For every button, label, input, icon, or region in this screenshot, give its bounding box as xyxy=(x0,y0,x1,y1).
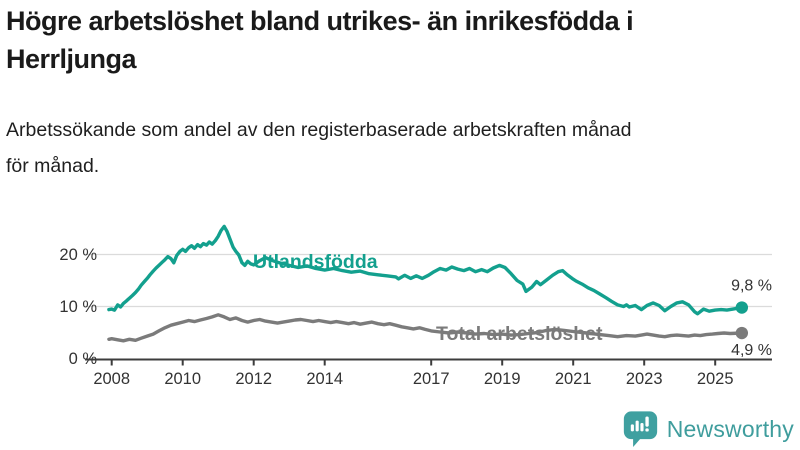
x-tick-label: 2023 xyxy=(626,370,663,388)
series-utlandsf-dda: Utlandsfödda 9,8 % xyxy=(107,224,772,316)
x-tick-label: 2012 xyxy=(235,370,272,388)
series-line-total-arbetsl-shet xyxy=(107,313,744,343)
end-value-label-utlandsf-dda: 9,8 % xyxy=(731,278,772,295)
x-axis: 2008 2010 2012 2014 2017 2019 2021 2023 2025 xyxy=(85,358,772,388)
x-tick-label: 2010 xyxy=(164,370,201,388)
y-tick-label: 0 % xyxy=(69,350,98,368)
series-label-total-arbetsl-shet: Total arbetslöshet xyxy=(436,323,603,345)
y-axis-labels: 0 % 10 % 20 % xyxy=(59,246,97,368)
exclamation-dot xyxy=(645,428,649,432)
x-tick-label: 2017 xyxy=(413,370,450,388)
y-tick-label: 10 % xyxy=(59,298,97,316)
page-title: Högre arbetslöshet bland utrikes- än inr… xyxy=(6,6,634,74)
newsworthy-logo-icon xyxy=(623,411,657,448)
y-tick-label: 20 % xyxy=(59,246,97,264)
exclamation-bar xyxy=(645,416,649,427)
series-line-utlandsf-dda xyxy=(107,224,744,316)
x-tick-label: 2025 xyxy=(697,370,734,388)
series-total-arbetsl-shet: Total arbetslöshet 4,9 % xyxy=(107,313,772,359)
x-tick-label: 2019 xyxy=(484,370,521,388)
chart-subtitle: Arbetssökande som andel av den registerb… xyxy=(6,119,632,177)
newsworthy-logo[interactable]: Newsworthy xyxy=(622,409,794,449)
x-tick-label: 2014 xyxy=(306,370,343,388)
end-dot-total-arbetsl-shet xyxy=(735,326,749,340)
bar-chart-glyph xyxy=(630,416,649,432)
x-tick-label: 2008 xyxy=(93,370,130,388)
y-gridlines xyxy=(85,253,772,308)
end-value-label-total-arbetsl-shet: 4,9 % xyxy=(731,342,772,359)
newsworthy-wordmark: Newsworthy xyxy=(666,415,794,442)
series-label-utlandsf-dda: Utlandsfödda xyxy=(253,251,378,273)
end-dot-utlandsf-dda xyxy=(735,301,749,314)
x-tick-label: 2021 xyxy=(555,370,592,388)
